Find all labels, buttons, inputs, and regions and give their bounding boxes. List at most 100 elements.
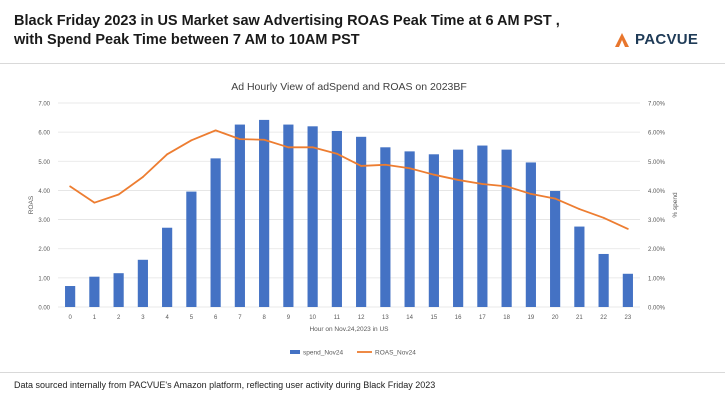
chart-area: Ad Hourly View of adSpend and ROAS on 20… xyxy=(0,72,725,372)
x-tick-label: 17 xyxy=(479,315,486,321)
line-roas xyxy=(69,129,629,230)
x-tick-label: 22 xyxy=(600,315,607,321)
x-tick-label: 0 xyxy=(68,315,72,321)
point-roas xyxy=(408,167,411,170)
point-roas xyxy=(360,165,363,167)
bar-spend xyxy=(210,158,221,307)
point-roas xyxy=(457,179,460,181)
point-roas xyxy=(69,185,72,188)
x-tick-label: 7 xyxy=(238,315,242,321)
bar-spend xyxy=(404,151,415,307)
bar-spend xyxy=(477,145,488,307)
bar-spend xyxy=(186,191,197,307)
y-tick-label: 1.00 xyxy=(38,276,50,282)
bar-spend xyxy=(307,126,318,307)
point-roas xyxy=(117,193,120,196)
x-tick-label: 11 xyxy=(334,315,341,321)
y2-tick-label: 3.00% xyxy=(648,218,666,224)
bar-spend xyxy=(574,226,585,307)
bar-spend xyxy=(428,154,439,307)
point-roas xyxy=(190,139,193,142)
y2-axis-title: % spend xyxy=(672,192,679,218)
y2-tick-label: 6.00% xyxy=(648,131,666,137)
y-axis-title: ROAS xyxy=(28,195,35,214)
x-tick-label: 4 xyxy=(165,315,169,321)
x-tick-label: 23 xyxy=(625,315,632,321)
y-tick-label: 7.00 xyxy=(38,102,50,108)
point-roas xyxy=(214,129,217,132)
point-roas xyxy=(481,183,484,185)
point-roas xyxy=(578,208,581,210)
x-tick-label: 6 xyxy=(214,315,218,321)
title-line-2: with Spend Peak Time between 7 AM to 10A… xyxy=(14,32,360,48)
bar-spend xyxy=(598,253,609,307)
y2-tick-label: 0.00% xyxy=(648,306,666,312)
legend-swatch-spend xyxy=(290,350,300,354)
bar-spend xyxy=(331,130,342,307)
point-roas xyxy=(529,193,532,195)
x-tick-label: 13 xyxy=(382,315,389,321)
y-tick-label: 5.00 xyxy=(38,160,50,166)
y2-tick-label: 5.00% xyxy=(648,160,666,166)
x-tick-label: 19 xyxy=(528,315,535,321)
point-roas xyxy=(602,216,605,219)
pacvue-logo: PACVUE xyxy=(613,31,698,48)
point-roas xyxy=(432,173,435,176)
y2-tick-label: 2.00% xyxy=(648,247,666,253)
y-tick-label: 2.00 xyxy=(38,247,50,253)
logo-text: PACVUE xyxy=(635,31,699,48)
bar-spend xyxy=(65,286,76,307)
bar-spend xyxy=(113,273,124,307)
x-tick-label: 20 xyxy=(552,315,559,321)
title-line-1: Black Friday 2023 in US Market saw Adver… xyxy=(14,13,560,29)
bar-spend xyxy=(622,273,633,307)
point-roas xyxy=(311,146,314,149)
point-roas xyxy=(335,152,338,155)
y-tick-label: 6.00 xyxy=(38,131,50,137)
bar-spend xyxy=(550,191,561,307)
bar-spend xyxy=(283,124,294,307)
x-tick-label: 12 xyxy=(358,315,365,321)
x-tick-label: 18 xyxy=(503,315,510,321)
bar-spend xyxy=(137,259,148,307)
x-tick-label: 10 xyxy=(309,315,316,321)
y2-tick-label: 7.00% xyxy=(648,102,666,108)
y2-tick-label: 1.00% xyxy=(648,276,666,282)
x-axis-title: Hour on Nov.24,2023 in US xyxy=(309,326,389,333)
bar-spend xyxy=(162,227,173,307)
y-tick-label: 4.00 xyxy=(38,189,50,195)
x-tick-label: 15 xyxy=(431,315,438,321)
x-tick-label: 3 xyxy=(141,315,145,321)
x-tick-label: 16 xyxy=(455,315,462,321)
x-tick-label: 14 xyxy=(406,315,413,321)
x-tick-label: 8 xyxy=(262,315,266,321)
bar-spend xyxy=(89,276,100,307)
legend-label-spend: spend_Nov24 xyxy=(303,350,343,357)
x-tick-label: 21 xyxy=(576,315,583,321)
bar-spend xyxy=(453,149,464,307)
y-tick-label: 0.00 xyxy=(38,306,50,312)
bar-spend xyxy=(501,149,512,307)
chart-title: Ad Hourly View of adSpend and ROAS on 20… xyxy=(231,81,467,93)
x-tick-label: 9 xyxy=(287,315,291,321)
point-roas xyxy=(626,227,629,230)
x-tick-label: 1 xyxy=(93,315,97,321)
footer-divider xyxy=(0,372,725,373)
bar-spend xyxy=(380,147,391,307)
footer-note: Data sourced internally from PACVUE's Am… xyxy=(14,380,436,390)
bar-spend xyxy=(356,136,367,307)
point-roas xyxy=(166,153,169,156)
x-tick-label: 2 xyxy=(117,315,121,321)
point-roas xyxy=(238,138,241,141)
chart-svg: Ad Hourly View of adSpend and ROAS on 20… xyxy=(28,81,679,357)
point-roas xyxy=(554,197,557,200)
page-title: Black Friday 2023 in US Market saw Adver… xyxy=(14,12,574,50)
point-roas xyxy=(384,163,387,166)
point-roas xyxy=(93,201,96,204)
point-roas xyxy=(505,185,508,188)
pacvue-mark-icon xyxy=(615,32,629,47)
header-divider xyxy=(0,63,725,64)
point-roas xyxy=(141,176,144,178)
y2-tick-label: 4.00% xyxy=(648,189,666,195)
point-roas xyxy=(263,138,266,141)
